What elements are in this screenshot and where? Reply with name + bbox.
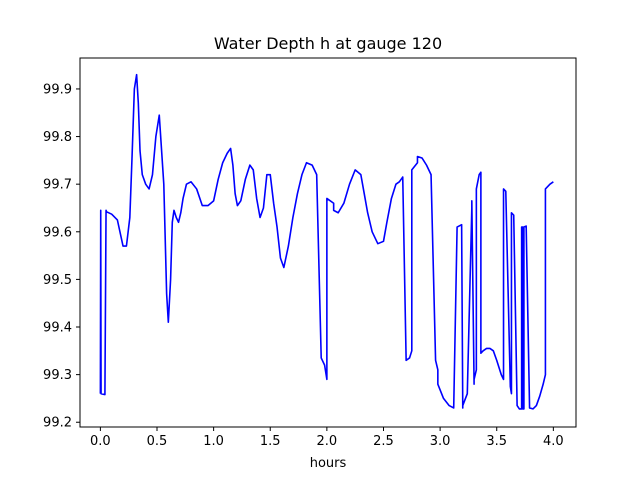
- x-tick-label: 3.5: [486, 434, 507, 449]
- y-tick-label: 99.3: [43, 368, 72, 383]
- y-tick-label: 99.2: [43, 416, 72, 431]
- x-axis-label: hours: [310, 456, 347, 471]
- x-tick-label: 2.5: [373, 434, 394, 449]
- y-tick-label: 99.9: [43, 82, 72, 97]
- x-tick-label: 0.5: [147, 434, 168, 449]
- y-tick-label: 99.6: [43, 225, 72, 240]
- plot-background: [80, 58, 576, 427]
- plot-frame: [79, 57, 577, 428]
- plot-area: [79, 57, 577, 428]
- chart-title: Water Depth h at gauge 120: [214, 34, 442, 53]
- water-depth-series-line: [99, 73, 554, 410]
- y-axis: 99.2 99.3 99.4 99.5 99.6 99.7 99.8 99.9: [43, 82, 80, 431]
- y-tick-label: 99.4: [43, 321, 72, 336]
- x-tick-label: 4.0: [543, 434, 564, 449]
- x-axis: 0.0 0.5 1.0 1.5 2.0 2.5 3.0 3.5 4.0: [90, 427, 564, 449]
- x-tick-label: 3.0: [430, 434, 451, 449]
- x-tick-label: 1.5: [260, 434, 281, 449]
- y-tick-label: 99.8: [43, 130, 72, 145]
- y-tick-label: 99.7: [43, 178, 72, 193]
- y-tick-label: 99.5: [43, 273, 72, 288]
- x-tick-label: 1.0: [203, 434, 224, 449]
- x-tick-label: 0.0: [90, 434, 111, 449]
- x-tick-label: 2.0: [317, 434, 338, 449]
